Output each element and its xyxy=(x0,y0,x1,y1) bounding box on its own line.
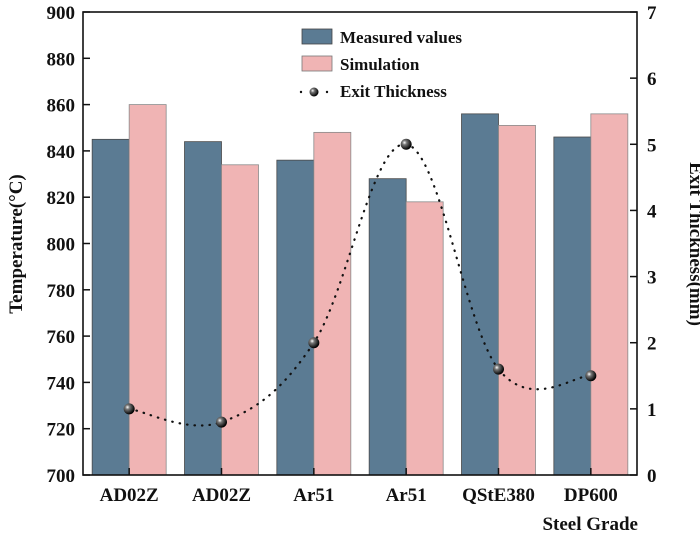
left-axis: 700 720 740 760 780 800 820 840 860 880 900 xyxy=(47,3,90,487)
y-tick-label-7: 840 xyxy=(47,142,76,163)
exit-thickness-marker-2 xyxy=(308,337,320,349)
x-tick-label-2: Ar51 xyxy=(293,485,334,506)
y2-tick-label-1: 1 xyxy=(647,400,657,421)
legend-label-measured: Measured values xyxy=(340,28,462,47)
x-axis: AD02Z AD02Z Ar51 Ar51 QStE380 DP600 xyxy=(100,468,618,506)
bar-measured-1 xyxy=(184,141,222,476)
y-tick-label-9: 880 xyxy=(47,49,76,70)
y-tick-label-8: 860 xyxy=(47,96,76,117)
legend-marker-exit-thickness xyxy=(309,87,319,97)
bar-measured-3 xyxy=(368,178,407,476)
y-tick-label-4: 780 xyxy=(47,281,76,302)
y2-tick-label-6: 6 xyxy=(647,69,657,90)
y-axis-title: Temperature(°C) xyxy=(6,174,27,314)
legend-label-simulation: Simulation xyxy=(340,55,420,74)
y2-tick-label-3: 3 xyxy=(647,268,657,289)
x-tick-label-3: Ar51 xyxy=(386,485,427,506)
y2-tick-label-0: 0 xyxy=(647,466,657,487)
y2-tick-label-4: 4 xyxy=(647,201,657,222)
legend-dot-left xyxy=(299,90,303,94)
y-tick-label-5: 800 xyxy=(47,235,76,256)
bar-simulation-1 xyxy=(221,164,259,476)
x-tick-label-0: AD02Z xyxy=(100,485,159,506)
y-tick-label-1: 720 xyxy=(47,420,76,441)
bar-simulation-0 xyxy=(128,104,167,476)
bar-simulation-3 xyxy=(405,201,444,476)
bar-measured-2 xyxy=(276,159,315,476)
exit-thickness-marker-0 xyxy=(123,403,135,415)
bar-measured-0 xyxy=(91,138,130,476)
y2-axis-title: Exit Thickness(mm) xyxy=(685,162,700,326)
x-axis-title: Steel Grade xyxy=(542,514,638,535)
legend-swatch-measured xyxy=(301,28,333,45)
y2-tick-label-7: 7 xyxy=(647,3,657,24)
legend-dot-right xyxy=(325,90,329,94)
bars-layer xyxy=(91,104,629,476)
x-tick-label-4: QStE380 xyxy=(462,485,535,506)
y-tick-label-3: 760 xyxy=(47,327,76,348)
exit-thickness-marker-3 xyxy=(400,138,412,150)
legend-label-exit-thickness: Exit Thickness xyxy=(340,82,447,101)
bar-measured-5 xyxy=(553,136,592,476)
bar-simulation-4 xyxy=(498,125,536,476)
y-tick-label-0: 700 xyxy=(47,466,76,487)
x-tick-label-5: DP600 xyxy=(564,485,618,506)
exit-thickness-marker-4 xyxy=(493,363,504,375)
y-tick-label-10: 900 xyxy=(47,3,76,24)
exit-thickness-line-layer xyxy=(123,138,597,428)
right-axis: 0 1 2 3 4 5 6 7 xyxy=(630,3,657,487)
y-tick-label-6: 820 xyxy=(47,188,76,209)
y-tick-label-2: 740 xyxy=(47,373,76,394)
bar-simulation-5 xyxy=(590,113,629,476)
y2-tick-label-2: 2 xyxy=(647,334,657,355)
legend-swatch-simulation xyxy=(301,55,333,72)
exit-thickness-marker-1 xyxy=(216,416,227,428)
exit-thickness-marker-5 xyxy=(585,370,597,382)
legend: Measured values Simulation Exit Thicknes… xyxy=(299,28,462,101)
y2-tick-label-5: 5 xyxy=(647,135,657,156)
x-tick-label-1: AD02Z xyxy=(192,485,251,506)
